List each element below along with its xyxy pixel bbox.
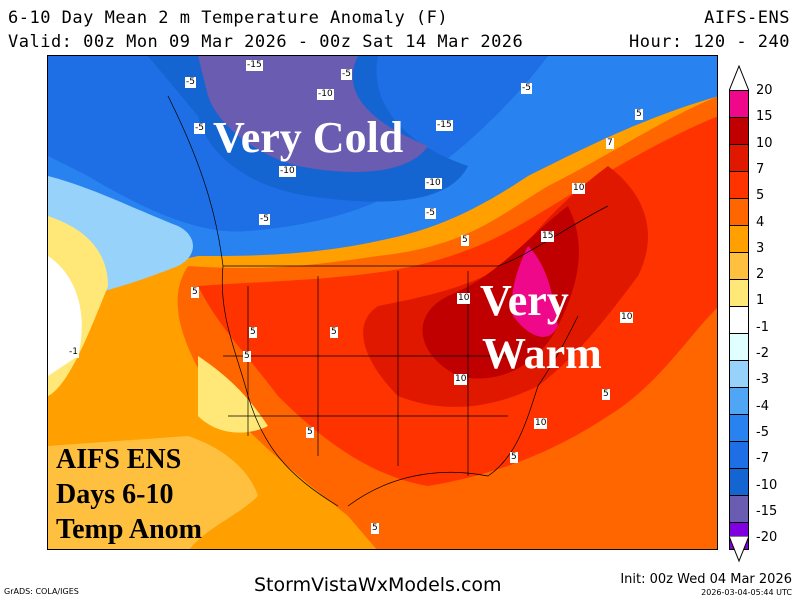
- very-cold-label: Very Cold: [213, 113, 404, 162]
- model-name: AIFS-ENS: [704, 8, 790, 28]
- contour-label: 5: [330, 327, 338, 338]
- colorbar-label: 1: [756, 293, 765, 309]
- contour-label: -10: [425, 178, 442, 189]
- colorbar-box: [729, 442, 749, 469]
- contour-label: -10: [279, 166, 296, 177]
- colorbar-label: -20: [756, 530, 778, 546]
- colorbar-box: [729, 172, 749, 199]
- colorbar-label: 4: [756, 214, 765, 230]
- init-time: Init: 00z Wed 04 Mar 2026: [620, 572, 792, 587]
- annotation-line-3: Temp Anom: [56, 514, 203, 545]
- contour-label: 5: [461, 235, 469, 246]
- contour-label: -5: [185, 77, 196, 88]
- colorbar-box: [729, 334, 749, 361]
- colorbar-box: [729, 91, 749, 118]
- colorbar-box: [729, 226, 749, 253]
- contour-label: 10: [454, 374, 468, 385]
- colorbar-label: 7: [756, 161, 765, 177]
- contour-label: 10: [457, 293, 471, 304]
- colorbar-box: [729, 199, 749, 226]
- colorbar-box: [729, 388, 749, 415]
- colorbar-label: 2: [756, 267, 765, 283]
- contour-label: 5: [191, 287, 199, 298]
- colorbar-label: -7: [756, 451, 769, 467]
- contour-label: -15: [246, 60, 263, 71]
- annotation-line-1: AIFS ENS: [56, 444, 182, 475]
- coastlines-and-borders: [167, 95, 609, 507]
- colorbar-box: [729, 118, 749, 145]
- map-title: 6-10 Day Mean 2 m Temperature Anomaly (F…: [8, 8, 449, 28]
- contour-label: -1: [68, 347, 79, 358]
- colorbar-label: -2: [756, 346, 769, 361]
- contour-label: 7: [606, 138, 614, 149]
- render-timestamp: 2026-03-04-05:44 UTC: [701, 588, 792, 597]
- contour-label: -15: [436, 120, 453, 131]
- contour-label: 5: [243, 351, 251, 362]
- contour-label: 10: [620, 312, 634, 323]
- contour-label: 5: [371, 523, 379, 534]
- contour-label: -5: [521, 83, 532, 94]
- contour-label: -5: [194, 123, 205, 134]
- colorbar-box: [729, 145, 749, 172]
- colorbar-label: -15: [756, 503, 778, 519]
- colorbar-label: -10: [756, 477, 778, 493]
- contour-label: 5: [510, 452, 518, 463]
- colorbar-box: [729, 280, 749, 307]
- colorbar-box: [729, 415, 749, 442]
- colorbar-box: [729, 253, 749, 280]
- colorbar-label: -5: [756, 424, 769, 440]
- contour-label: -5: [341, 69, 352, 80]
- contour-label: 5: [306, 427, 314, 438]
- colorbar-box: [729, 469, 749, 496]
- contour-label: -5: [259, 214, 270, 225]
- colorbar-label: 20: [756, 83, 773, 98]
- temperature-anomaly-map: -15 -5 -5 -10 -5 -5 -15 7 -10 5 -10 10 -5 -5 5 15 5 10 5 5 1…: [47, 55, 718, 550]
- colorbar-box: [729, 361, 749, 388]
- contour-label: -10: [317, 89, 334, 100]
- colorbar-label: -3: [756, 372, 769, 388]
- colorbar-top-arrow: [729, 65, 749, 92]
- colorbar-label: 5: [756, 188, 765, 204]
- annotation-line-2: Days 6-10: [56, 479, 174, 510]
- very-warm-label-line2: Warm: [482, 329, 602, 378]
- contour-label: 10: [572, 183, 586, 194]
- contour-label: 10: [534, 418, 548, 429]
- very-warm-label-line1: Very: [480, 276, 569, 325]
- grads-credit: GrADS: COLA/IGES: [4, 587, 79, 596]
- contour-label: 5: [602, 389, 610, 400]
- contour-label: 5: [249, 327, 257, 338]
- colorbar-box: [729, 496, 749, 523]
- contour-label: 5: [635, 109, 643, 120]
- colorbar-label: 15: [756, 109, 773, 125]
- colorbar-label: -4: [756, 398, 769, 414]
- colorbar-bottom-arrow: [729, 536, 749, 563]
- forecast-hours: Hour: 120 - 240: [628, 32, 790, 52]
- contour-label: 15: [541, 231, 555, 242]
- valid-period: Valid: 00z Mon 09 Mar 2026 - 00z Sat 14 …: [8, 32, 524, 52]
- colorbar-label: -1: [756, 319, 769, 335]
- site-name: StormVistaWxModels.com: [254, 574, 502, 596]
- colorbar-label: 10: [756, 135, 773, 151]
- colorbar-box: [729, 307, 749, 334]
- colorbar-label: 3: [756, 240, 765, 256]
- contour-label: -5: [425, 208, 436, 219]
